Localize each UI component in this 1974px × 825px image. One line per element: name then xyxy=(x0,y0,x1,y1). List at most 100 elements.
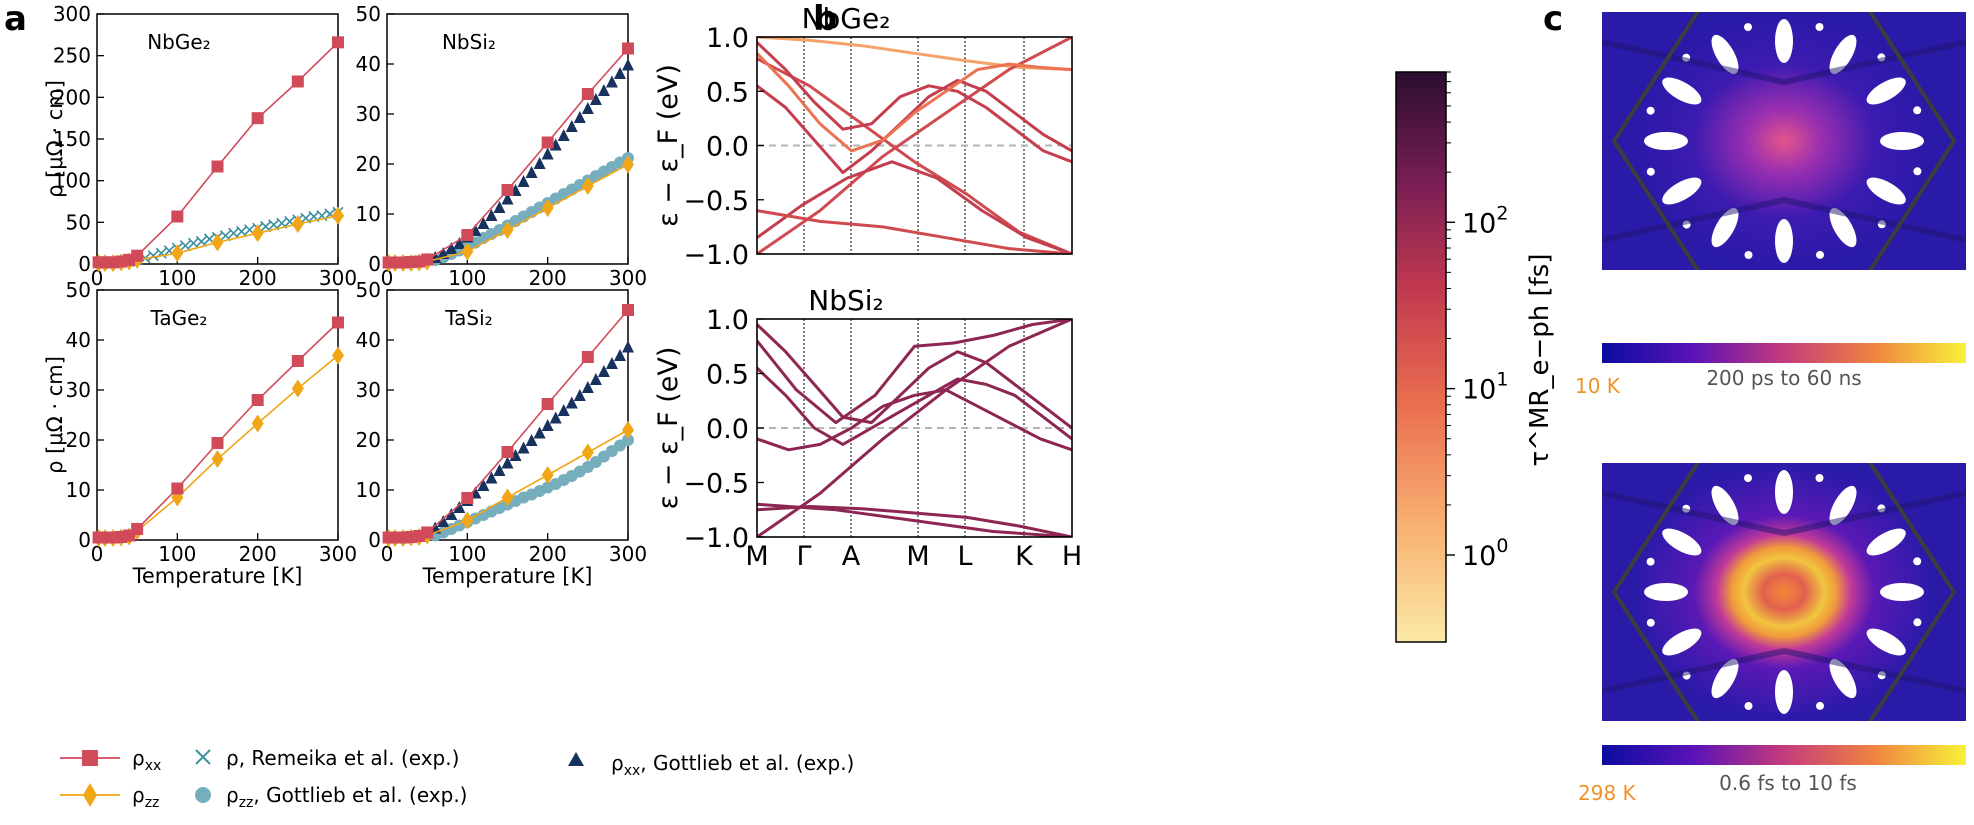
band-structure-nbge2: 1.0 0.5 0.0 −0.5 −1.0 NbGe₂ ε − ε_F (eV) xyxy=(653,2,1073,271)
band-line xyxy=(757,366,1072,446)
fs-hole xyxy=(1866,77,1906,105)
data-point-triangle xyxy=(565,120,578,132)
y-tick-label: 50 xyxy=(356,278,381,302)
band-line xyxy=(757,319,1072,425)
y-tick-label: 0.5 xyxy=(706,77,749,108)
y-tick-label: 0 xyxy=(368,252,381,276)
x-tick-label: 200 xyxy=(239,542,277,566)
data-point-triangle xyxy=(622,58,634,71)
data-point-triangle xyxy=(622,340,634,353)
fs-small-hole xyxy=(1913,106,1922,115)
plot-title: NbSi₂ xyxy=(442,30,496,54)
fermi-surface-298k xyxy=(1602,463,1966,721)
fermi-colorbar-298k: 298 K 0.6 fs to 10 fs xyxy=(1578,745,1966,805)
band-line xyxy=(757,209,1072,254)
k-point-label: H xyxy=(1062,541,1082,572)
band-line xyxy=(757,37,1072,72)
data-point-diamond xyxy=(541,199,554,217)
data-point-square xyxy=(171,210,184,223)
fs-hole xyxy=(1711,34,1739,74)
data-point-square xyxy=(171,482,184,495)
data-point-triangle xyxy=(533,157,546,169)
fermi-colorbar-10k: 10 K 200 ps to 60 ns xyxy=(1575,343,1966,398)
resistivity-plot-nbsi2: 0 10 20 30 40 50 0 100 200 300 NbSi₂ xyxy=(356,2,648,290)
data-point-triangle xyxy=(597,365,610,377)
data-point-triangle xyxy=(501,192,514,205)
y-axis-label: ε − ε_F (eV) xyxy=(653,347,684,510)
data-point-diamond xyxy=(461,511,474,530)
y-tick-label: 10 xyxy=(356,202,381,226)
fs-small-hole xyxy=(1913,618,1922,627)
y-tick-label: 40 xyxy=(66,328,91,352)
data-point-diamond xyxy=(171,244,184,263)
data-point-triangle xyxy=(453,501,466,513)
fs-small-hole xyxy=(1744,23,1752,32)
fs-tubes xyxy=(1602,39,1966,243)
data-point-triangle xyxy=(541,147,554,160)
fs-hole xyxy=(1644,132,1688,150)
y-tick-label: 0.0 xyxy=(706,414,749,445)
fs-hole xyxy=(1829,34,1857,74)
data-point-triangle xyxy=(613,349,626,361)
y-tick-label: 10 xyxy=(356,478,381,502)
svg-text:ρ, Remeika et al. (exp.): ρ, Remeika et al. (exp.) xyxy=(226,746,459,770)
fs-hole xyxy=(1775,670,1793,714)
data-point-cross xyxy=(179,240,191,252)
series-line xyxy=(98,321,339,539)
y-tick-label: 50 xyxy=(66,210,91,234)
data-point-triangle xyxy=(589,93,602,105)
k-point-label: L xyxy=(957,541,972,572)
temperature-label-10k: 10 K xyxy=(1575,374,1621,398)
fs-hotspot xyxy=(1634,464,1934,720)
data-point-diamond xyxy=(622,155,634,174)
legend-sub: xx xyxy=(624,763,641,779)
data-point-square xyxy=(421,253,434,266)
svg-text:ρxx: ρxx xyxy=(132,746,161,774)
band-lines xyxy=(757,319,1072,537)
plot-title: TaSi₂ xyxy=(444,306,492,330)
fs-content xyxy=(1602,12,1966,270)
fs-hole xyxy=(1829,659,1857,699)
y-tick-label: 20 xyxy=(66,428,91,452)
fs-hole xyxy=(1775,219,1793,263)
svg-text:ρzz: ρzz xyxy=(132,783,159,811)
tick-base: 10 xyxy=(1462,208,1496,239)
data-point-cross xyxy=(195,235,207,248)
data-point-square xyxy=(541,136,554,149)
y-tick-label: −1.0 xyxy=(683,240,749,271)
k-point-label: K xyxy=(1015,541,1034,572)
plot-frame xyxy=(386,13,629,265)
data-point-square xyxy=(123,253,136,266)
legend-label-gottlieb-xx: ρ xyxy=(611,751,624,775)
data-point-square xyxy=(461,492,474,504)
k-point-label: Γ xyxy=(796,541,811,572)
legend-text: , Remeika et al. (exp.) xyxy=(239,746,460,770)
y-tick-label: 20 xyxy=(356,428,381,452)
data-point-triangle xyxy=(605,75,618,88)
fs-hole xyxy=(1662,177,1702,205)
k-point-label: A xyxy=(842,541,861,572)
fs-hole xyxy=(1711,485,1739,525)
resistivity-plot-tasi2: 0 10 20 30 40 50 0 100 200 300 TaSi₂ Temperature [K… xyxy=(356,278,648,588)
plot-title: NbGe₂ xyxy=(147,30,210,54)
panel-letter-c: c xyxy=(1543,0,1563,39)
x-tick-label: 100 xyxy=(448,266,486,290)
x-tick-label: 0 xyxy=(91,542,104,566)
x-tick-label: 300 xyxy=(609,266,647,290)
legend-sub: xx xyxy=(145,758,162,774)
band-lines xyxy=(757,37,1072,254)
y-tick-label: 0.5 xyxy=(706,360,749,391)
data-point-square xyxy=(332,316,344,329)
data-point-square xyxy=(131,523,144,535)
plot-frame xyxy=(96,289,339,541)
plot-title: TaGe₂ xyxy=(149,306,207,330)
resistivity-plot-nbge2: 0 50 100 150 200 250 300 0 100 200 300 NbGe₂ ρ [μΩ ·… xyxy=(43,2,357,290)
fs-hole xyxy=(1866,177,1906,205)
data-point-square xyxy=(251,394,264,406)
svg-text:ρzz, Gottlieb et al. (exp.): ρzz, Gottlieb et al. (exp.) xyxy=(226,783,468,811)
y-tick-label: 200 xyxy=(53,85,91,109)
fs-small-hole xyxy=(1913,557,1922,566)
x-tick-label: 0 xyxy=(381,266,394,290)
fs-hole xyxy=(1866,528,1906,556)
